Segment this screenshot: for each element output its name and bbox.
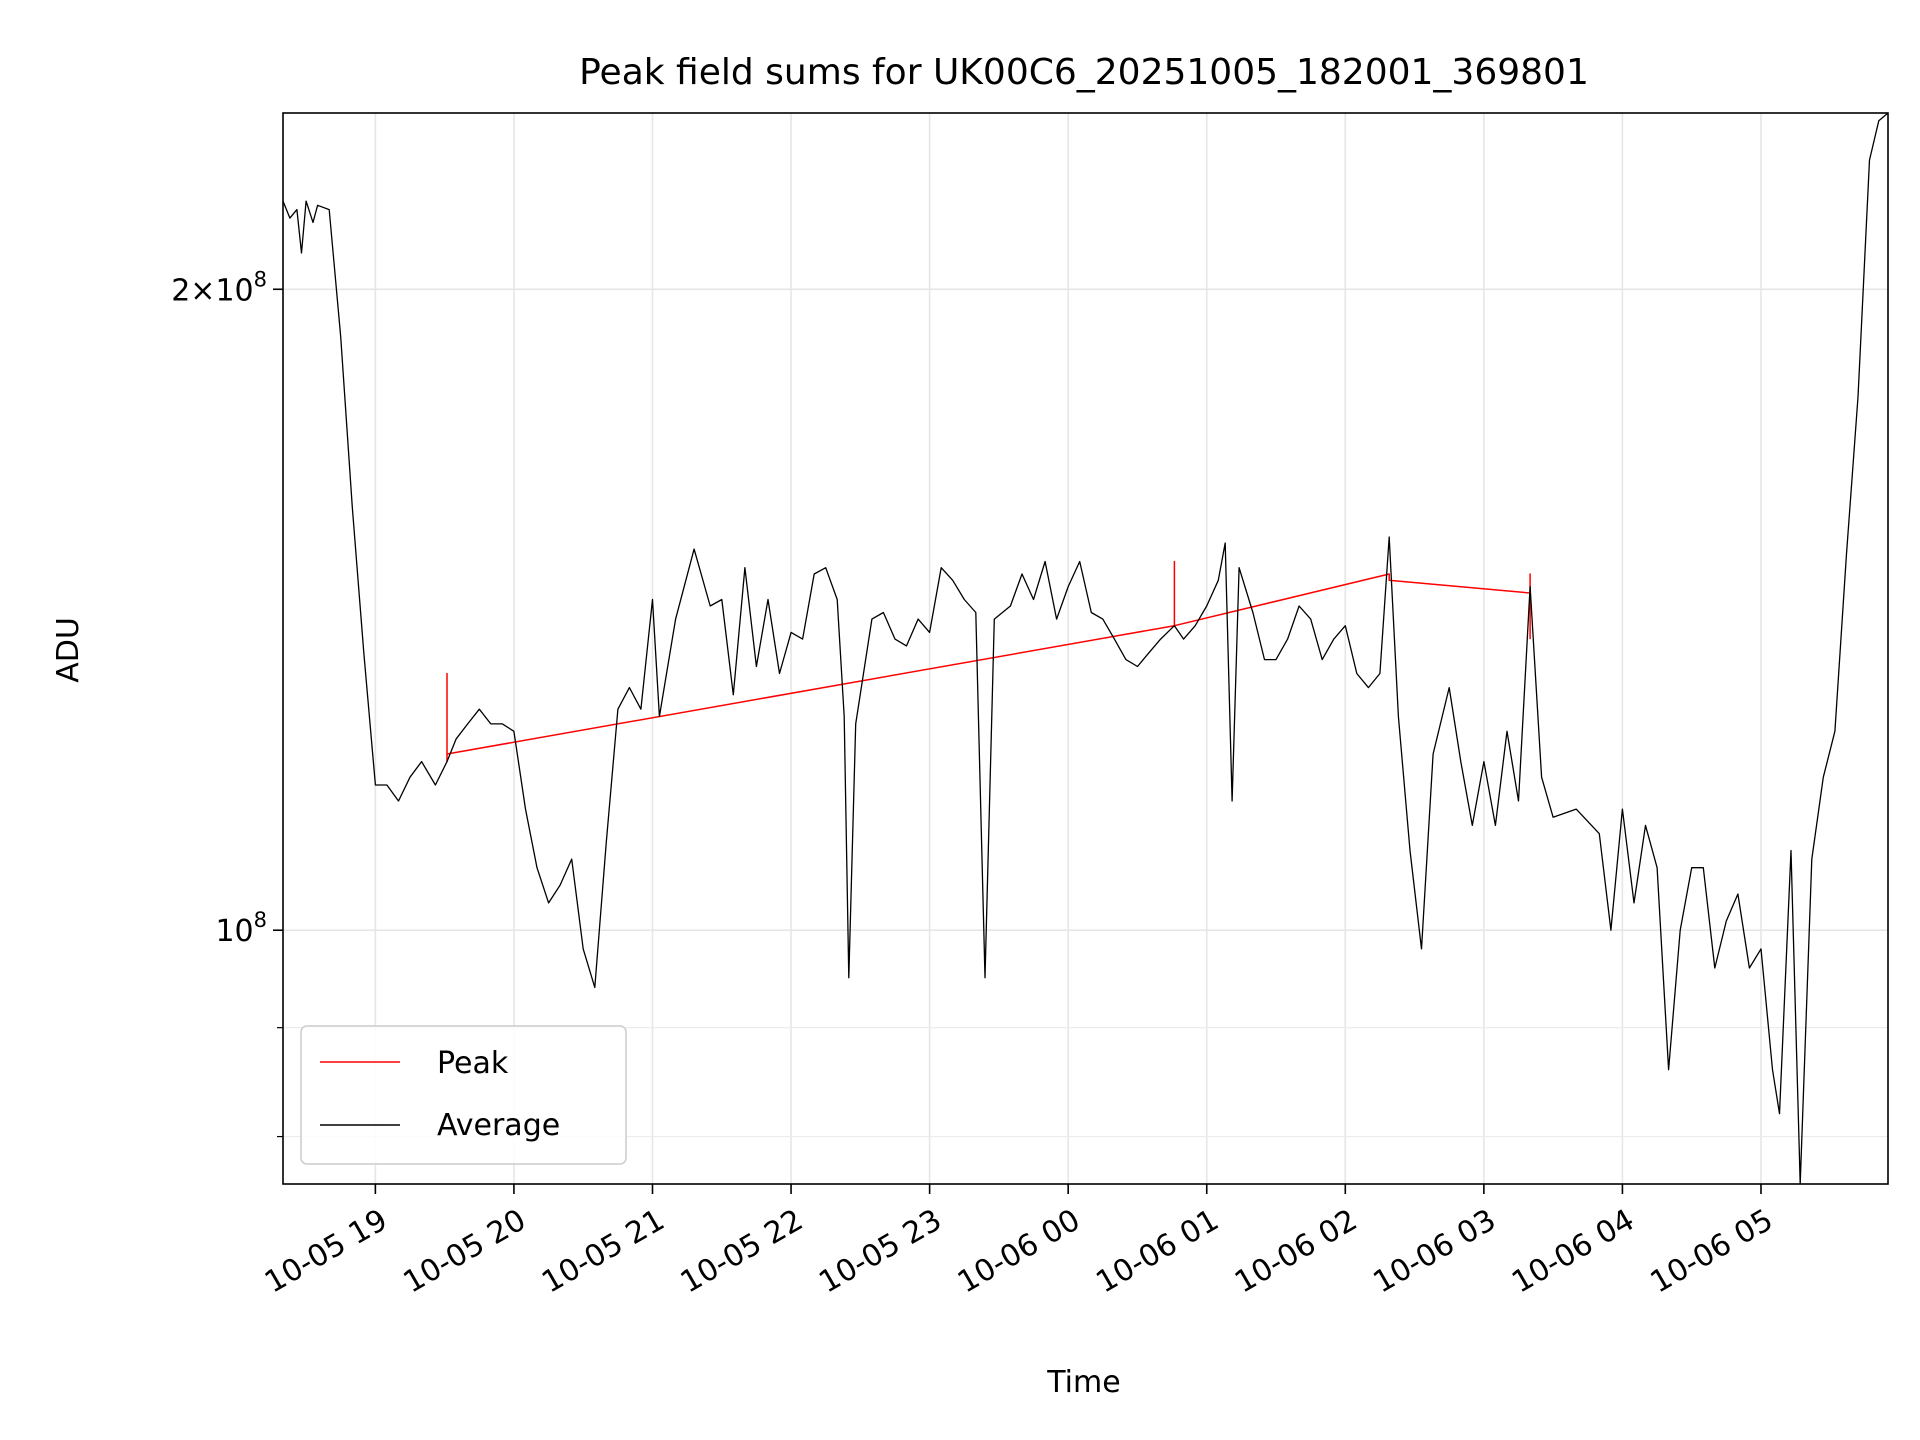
series-average-line <box>283 113 1888 1184</box>
legend-label-peak: Peak <box>437 1046 509 1081</box>
plot-series <box>283 113 1888 1184</box>
x-axis-label: Time <box>1046 1365 1120 1400</box>
legend-label-average: Average <box>437 1108 560 1143</box>
y-axis: 108 2×108 <box>171 267 283 1138</box>
y-axis-label: ADU <box>51 617 86 683</box>
legend: Peak Average <box>300 1025 627 1165</box>
y-tick-label: 108 <box>215 908 267 949</box>
axes-frame <box>282 112 1889 1185</box>
grid <box>283 113 1888 1184</box>
legend-frame <box>300 1025 627 1165</box>
chart-title: Peak field sums for UK00C6_20251005_1820… <box>579 52 1589 93</box>
y-tick-label: 2×108 <box>171 267 267 308</box>
